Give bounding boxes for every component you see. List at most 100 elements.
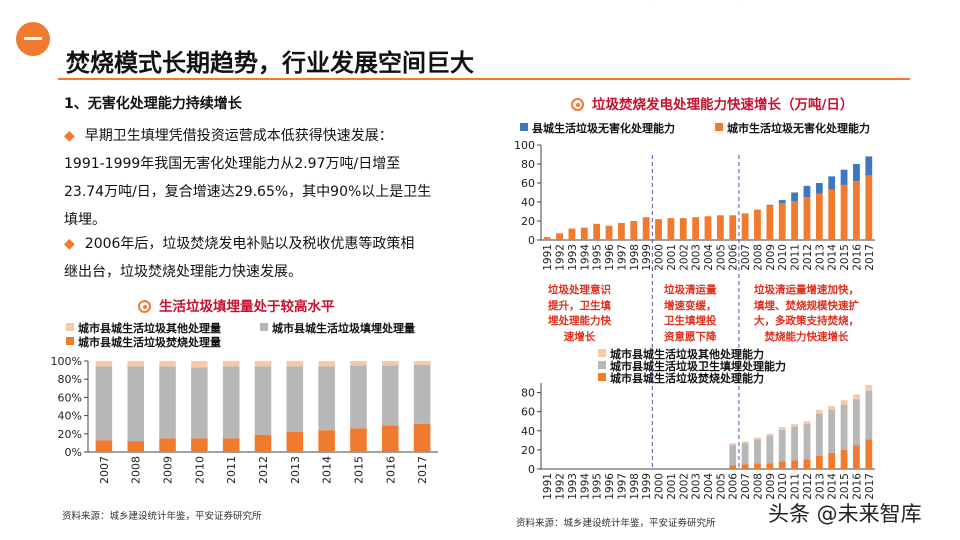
capability-bar-segment [840, 449, 848, 469]
capability-bar-segment [754, 463, 761, 469]
capability-x-tick-label: 2014 [827, 473, 839, 500]
landfill-y-tick-label: 0% [65, 446, 82, 459]
capacity-x-tick-label: 2008 [752, 244, 764, 271]
capacity-bar-segment [655, 219, 662, 240]
landfill-bar-segment [286, 431, 304, 452]
capability-legend-swatch [598, 349, 606, 357]
landfill-bar-segment [159, 361, 176, 367]
capability-x-tick-label: 2013 [814, 473, 826, 500]
landfill-x-tick-label: 2010 [193, 456, 206, 484]
capability-bar-segment [766, 433, 774, 436]
landfill-bar-segment [95, 361, 113, 367]
capacity-x-tick-label: 2013 [814, 244, 826, 271]
capability-bar-segment [791, 424, 798, 427]
landfill-legend-swatch [66, 337, 74, 345]
capacity-x-tick-label: 1998 [629, 244, 641, 271]
capability-x-tick-label: 2002 [678, 473, 690, 500]
capacity-x-tick-label: 2017 [864, 244, 876, 271]
capability-x-tick-label: 1996 [604, 473, 616, 500]
capacity-bar-segment [803, 185, 811, 198]
capability-x-tick-label: 2004 [703, 473, 715, 500]
capability-bar-segment [754, 439, 761, 464]
capacity-chart-title: 垃圾焚烧发电处理能力快速增长（万吨/日） [571, 93, 853, 113]
capacity-y-tick-label: 100 [514, 139, 535, 152]
capacity-bar-segment [828, 176, 836, 190]
capability-x-tick-label: 1991 [542, 473, 554, 500]
landfill-bar-segment [191, 367, 208, 439]
capacity-x-tick-label: 2010 [777, 244, 789, 271]
capability-x-tick-label: 1993 [567, 473, 579, 500]
capacity-x-tick-label: 2006 [728, 244, 740, 271]
capacity-bar-segment [679, 218, 687, 240]
capacity-x-tick-label: 2015 [839, 244, 851, 271]
capacity-bar-segment [543, 237, 551, 240]
bullet-1-line-1: ◆ 早期卫生填埋凭借投资运营成本低获得快速发展： [64, 128, 393, 144]
capacity-chart-source: 资料来源：城乡建设统计年鉴，平安证券研究所 [516, 518, 716, 529]
landfill-x-tick-label: 2013 [289, 456, 302, 484]
capability-bar-segment [729, 465, 737, 469]
note-phase-1: 垃圾处理意识 提升，卫生填 埋处理能力快 速增长 [548, 284, 611, 343]
capacity-x-tick-label: 2007 [740, 244, 752, 271]
landfill-chart-title: 生活垃圾填埋量处于较高水平 [138, 295, 335, 315]
capability-bar-segment [803, 459, 811, 469]
capacity-legend-swatch [520, 123, 528, 131]
capability-bar-segment [729, 443, 737, 446]
capability-x-tick-label: 2012 [802, 473, 814, 500]
capacity-y-tick-label: 40 [521, 196, 535, 209]
capability-legend-label: 城市县城生活垃圾卫生填埋处理能力 [610, 359, 786, 373]
landfill-legend-label: 城市县城生活垃圾填埋处理量 [272, 321, 415, 335]
capability-bar-segment [766, 463, 774, 469]
capability-legend-swatch [598, 361, 606, 369]
landfill-bar-segment [222, 366, 240, 439]
landfill-bar-segment [127, 441, 144, 452]
landfill-x-tick-label: 2016 [384, 456, 397, 484]
capability-legend-swatch [598, 373, 606, 381]
landfill-bar-segment [286, 361, 304, 367]
section-badge [16, 22, 50, 56]
capability-bar-segment [865, 439, 873, 469]
capacity-x-tick-label: 2005 [715, 244, 727, 271]
landfill-bar-segment [286, 366, 304, 432]
landfill-x-tick-label: 2007 [98, 456, 111, 484]
landfill-chart-source: 资料来源：城乡建设统计年鉴，平安证券研究所 [62, 511, 262, 522]
landfill-y-tick-label: 40% [58, 410, 82, 423]
capacity-x-tick-label: 2016 [851, 244, 863, 271]
capacity-x-tick-label: 1991 [542, 244, 554, 271]
capacity-x-tick-label: 1993 [567, 244, 579, 271]
bullet-1-line-3: 23.74万吨/日，复合增速达29.65%，其中90%以上是卫生 [64, 184, 432, 200]
landfill-y-tick-label: 20% [58, 428, 82, 441]
landfill-bar-segment [413, 361, 431, 365]
landfill-bar-segment [318, 366, 335, 431]
capacity-bar-segment [642, 217, 650, 240]
capability-x-tick-label: 1994 [579, 473, 591, 500]
capacity-bar-segment [791, 201, 798, 240]
capacity-legend-swatch [715, 123, 723, 131]
capacity-legend-label: 县城生活垃圾无害化处理能力 [532, 121, 675, 135]
capability-x-tick-label: 2015 [839, 473, 851, 500]
capability-bar-segment [815, 409, 823, 414]
landfill-bar-segment [254, 366, 272, 435]
capability-legend-label: 城市县城生活垃圾焚烧处理能力 [610, 371, 764, 385]
landfill-bar-segment [413, 364, 431, 424]
capacity-bar-segment [618, 222, 625, 240]
capacity-bar-segment [766, 205, 774, 240]
capability-bar-segment [791, 460, 798, 469]
capacity-x-tick-label: 2002 [678, 244, 690, 271]
capability-bar-segment [754, 437, 761, 440]
capability-bar-segment [828, 405, 836, 410]
capacity-bar-segment [605, 225, 613, 240]
capability-bar-segment [840, 404, 848, 450]
capacity-legend-label: 城市生活垃圾无害化处理能力 [727, 121, 870, 135]
landfill-bar-segment [95, 366, 113, 441]
landfill-y-tick-label: 60% [58, 391, 82, 404]
capability-y-tick-label: 60 [521, 406, 535, 419]
capability-x-tick-label: 2011 [790, 473, 802, 500]
landfill-bar-segment [222, 361, 240, 367]
landfill-bar-segment [382, 361, 399, 366]
landfill-x-tick-label: 2008 [130, 456, 143, 484]
capability-x-tick-label: 2006 [728, 473, 740, 500]
capacity-x-tick-label: 2009 [765, 244, 777, 271]
title-divider [58, 78, 910, 80]
capacity-x-tick-label: 1996 [604, 244, 616, 271]
capability-bar-segment [865, 390, 873, 440]
